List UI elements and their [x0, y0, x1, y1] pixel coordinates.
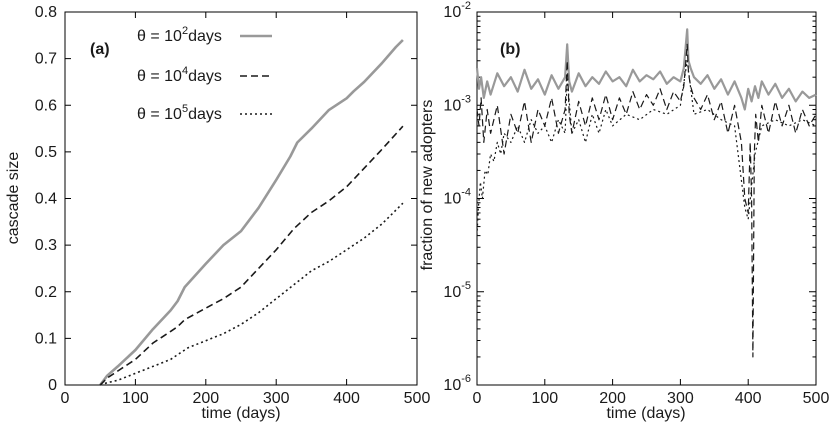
tick-label-base: 10 [443, 377, 461, 394]
panel-b-x-tick-label: 400 [735, 390, 762, 407]
panel-a-x-tick-label: 200 [192, 390, 219, 407]
panel-a-legend-label-1: θ = 102days [137, 25, 222, 45]
panel-a-x-tick-label: 500 [404, 390, 431, 407]
legend-label-exponent: 2 [182, 25, 188, 37]
legend-label-base: θ = 10 [137, 68, 182, 85]
panel-a: 0 100 200 300 400 500 00.10.20.30.40.50.60.70… [5, 4, 430, 422]
panel-b-x-tick-label: 300 [667, 390, 694, 407]
panel-a-y-ticks: 0 0.1 0.2 0.3 0.4 0.5 0.6 0.7 0.8 [35, 4, 417, 394]
tick-label-base: 10 [443, 284, 461, 301]
panel-a-label: (a) [90, 41, 110, 58]
panel-a-frame [64, 11, 418, 386]
legend-label-unit: days [188, 68, 222, 85]
tick-label-base: 10 [443, 97, 461, 114]
panel-b-series-line-3 [476, 60, 817, 236]
tick-label-exponent: -6 [461, 373, 471, 385]
panel-a-x-ticks: 0 100 200 300 400 500 [61, 12, 431, 407]
tick-label-exponent: -2 [461, 0, 471, 12]
panel-a-series-line-1 [99, 39, 404, 386]
panel-a-series-line-2 [99, 125, 404, 386]
tick-label-exponent: -5 [461, 280, 471, 292]
panel-a-series [99, 39, 404, 386]
panel-b-y-axis-label: fraction of new adopters [419, 100, 436, 271]
tick-label-base: 10 [443, 4, 461, 21]
panel-b-series-line-2 [476, 43, 817, 358]
panel-a-legend-label-2: θ = 104days [137, 65, 222, 85]
panel-b-y-tick-label: 10-6 [443, 373, 471, 394]
panel-a-x-tick-label: 300 [263, 390, 290, 407]
panel-a-y-tick-label: 0.7 [35, 51, 57, 68]
panel-b-x-tick-label: 0 [473, 390, 482, 407]
panel-a-x-tick-label: 100 [122, 390, 149, 407]
panel-a-series-line-3 [99, 202, 404, 386]
panel-a-legend-label-3: θ = 105days [137, 103, 222, 123]
panel-b-label: (b) [500, 41, 520, 58]
panel-b-series [475, 28, 817, 358]
panel-a-x-axis-label: time (days) [201, 405, 280, 422]
panel-b-y-tick-label: 10-4 [443, 187, 471, 208]
legend-label-unit: days [188, 28, 222, 45]
panel-a-y-tick-label: 0.1 [35, 330, 57, 347]
legend-label-exponent: 5 [182, 103, 188, 115]
panel-b-x-axis-label: time (days) [606, 405, 685, 422]
panel-b-y-tick-label: 10-5 [443, 280, 471, 301]
panel-b-y-ticks: 10-210-310-410-510-6 [443, 0, 816, 394]
tick-label-exponent: -4 [461, 187, 471, 199]
panel-b-frame [476, 11, 817, 386]
panel-a-y-tick-label: 0.6 [35, 97, 57, 114]
panel-a-x-tick-label: 400 [333, 390, 360, 407]
legend-label-unit: days [188, 106, 222, 123]
panel-a-y-tick-label: 0.4 [35, 191, 57, 208]
legend-label-base: θ = 10 [137, 106, 182, 123]
panel-a-x-tick-label: 0 [61, 390, 70, 407]
tick-label-base: 10 [443, 191, 461, 208]
panel-b-y-tick-label: 10-3 [443, 93, 471, 114]
panel-a-y-tick-label: 0.5 [35, 144, 57, 161]
tick-label-exponent: -3 [461, 93, 471, 105]
panel-a-y-tick-label: 0.8 [35, 4, 57, 21]
panel-b-series-line-1 [475, 28, 817, 111]
panel-b-y-tick-label: 10-2 [443, 0, 471, 21]
panel-b-x-ticks: 0 100 200 300 400 500 [473, 12, 830, 407]
panel-b-x-tick-label: 200 [599, 390, 626, 407]
legend-label-exponent: 4 [182, 65, 188, 77]
panel-a-y-tick-label: 0.2 [35, 284, 57, 301]
panel-b-x-tick-label: 100 [531, 390, 558, 407]
legend-label-base: θ = 10 [137, 28, 182, 45]
panel-a-y-tick-label: 0 [48, 377, 57, 394]
panel-b-x-tick-label: 500 [803, 390, 830, 407]
panel-a-y-tick-label: 0.3 [35, 237, 57, 254]
panel-a-y-axis-label: cascade size [5, 152, 22, 245]
panel-b: 0 100 200 300 400 500 10-210-310-410-510-6 (b… [419, 0, 829, 422]
